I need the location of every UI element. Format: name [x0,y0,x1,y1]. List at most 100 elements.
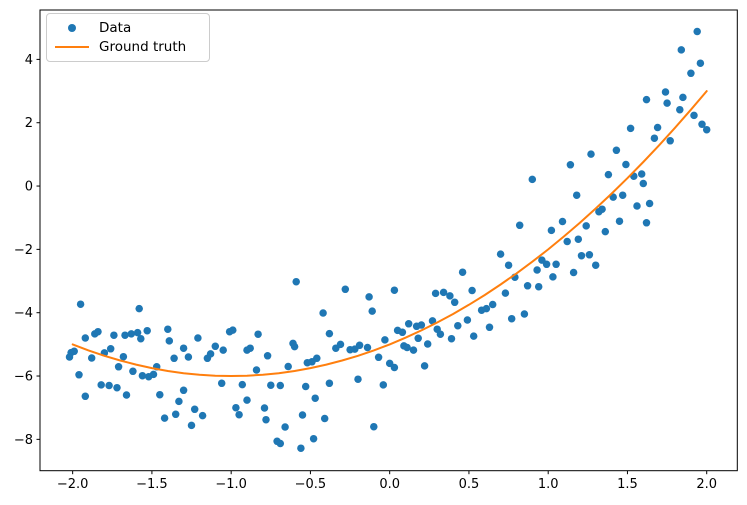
data-point [254,330,262,338]
data-point [156,390,164,399]
data-point [528,175,537,184]
data-point [252,366,261,374]
data-point [454,321,462,330]
data-point [238,380,247,389]
data-point [604,170,613,179]
data-point [642,219,651,227]
y-tick-label: −8 [14,433,33,448]
data-point [639,179,648,188]
data-point [94,327,102,336]
data-point [381,336,389,344]
data-point [693,27,701,36]
data-point [75,371,83,379]
data-point [179,344,188,352]
legend-handle [55,24,89,33]
data-point [542,260,551,269]
x-tick-label: 2.0 [696,477,717,492]
data-point [135,304,143,313]
x-tick-label: −1.0 [215,477,247,492]
data-point [235,410,243,419]
data-point [379,381,388,389]
data-point [390,363,399,372]
data-point [325,379,334,388]
data-point [696,59,705,67]
data-point [404,320,413,328]
data-point [309,434,318,443]
data-point [677,46,686,54]
data-point [81,334,90,342]
data-point [106,345,115,353]
data-point [469,332,478,340]
data-point [370,422,378,431]
x-tick-label: 1.5 [617,477,638,492]
data-point [468,286,476,295]
data-point [229,326,237,334]
data-point [650,134,659,142]
data-point [569,268,578,277]
data-point [633,202,641,210]
data-point [601,227,610,236]
data-point [127,330,136,338]
data-point [403,343,411,352]
data-point [137,334,145,343]
legend: Data Ground truth [46,13,210,62]
legend-entry-ground-truth: Ground truth [55,38,201,56]
data-point [622,160,630,169]
data-point [206,350,215,358]
x-tick-label: 0.5 [459,477,480,492]
data-point [263,352,272,360]
data-point [187,421,196,430]
data-point [414,334,422,343]
data-point [450,298,459,307]
data-point [341,285,350,294]
data-point [319,309,327,317]
y-tick-label: 0 [25,180,33,195]
data-point [170,354,178,363]
x-tick-label: 1.0 [538,477,559,492]
data-point [642,95,651,104]
data-point [365,293,373,301]
data-point [698,120,706,129]
data-point [211,342,220,351]
data-point [431,289,440,298]
data-point [246,344,254,352]
data-point [423,340,432,348]
axes-frame [39,9,738,472]
data-point [587,150,595,158]
data-point [598,205,606,213]
data-point [133,328,142,337]
data-point [355,341,364,350]
y-tick-label: 4 [25,53,33,68]
y-tick-label: 2 [25,116,33,131]
data-point [520,310,529,318]
data-point [496,250,505,258]
data-point [446,292,454,300]
data-point [663,99,671,107]
data-point [566,161,575,169]
data-marker-swatch [68,24,76,33]
data-point [262,415,270,424]
data-point [482,304,491,313]
data-point [572,191,581,199]
data-point [447,334,456,343]
legend-label-data: Data [99,20,132,37]
data-point [171,410,180,419]
data-point [558,217,567,226]
data-point [81,392,90,401]
data-point [463,316,472,324]
legend-handle [55,45,89,48]
data-point [164,325,172,333]
data-point [626,124,635,133]
ground-truth-line-swatch [55,45,89,48]
data-point [577,251,586,260]
data-point [70,347,78,356]
data-point [260,404,269,412]
legend-entry-data: Data [55,19,201,37]
data-point [313,354,321,363]
ground-truth-line [71,90,708,378]
data-point [232,403,240,412]
data-point [129,367,137,376]
data-point [121,331,129,339]
y-tick-label: −2 [14,243,33,258]
